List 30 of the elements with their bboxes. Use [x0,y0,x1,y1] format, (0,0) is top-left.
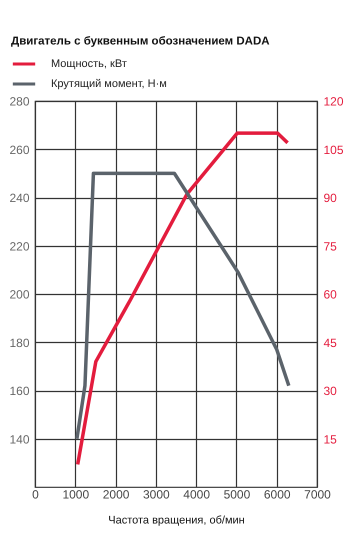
legend-label: Крутящий момент, Н·м [51,78,167,90]
line-series [76,131,290,466]
y-tick-label: 220 [9,239,30,254]
line-series [75,172,291,440]
y2-tick-label: 60 [324,288,338,302]
legend-label: Мощность, кВт [51,58,127,70]
x-axis-title: Частота вращения, об/мин [108,514,245,526]
y2-tick-label: 30 [324,384,338,398]
x-tick-label: 4000 [183,488,210,502]
y2-tick-label: 45 [324,336,338,350]
y-tick-label: 260 [9,142,30,157]
y2-tick-label: 105 [324,142,344,157]
y-tick-label: 160 [9,384,30,398]
y-tick-label: 140 [9,432,30,446]
x-tick-label: 6000 [264,488,291,502]
y2-tick-label: 15 [324,432,338,446]
x-tick-label: 5000 [224,488,251,502]
y2-tick-label: 90 [324,191,338,205]
x-tick-label: 0 [32,488,40,502]
y-tick-label: 180 [9,336,30,350]
y2-tick-label: 120 [324,94,344,108]
y-tick-label: 200 [9,288,30,302]
y-tick-label: 280 [9,94,30,108]
x-tick-label: 1000 [62,488,90,502]
x-tick-label: 2000 [102,488,130,502]
y-tick-label: 240 [9,191,30,205]
y2-tick-label: 75 [324,239,338,254]
x-tick-label: 7000 [304,488,332,502]
chart-title: Двигатель с буквенным обозначением DADA [11,36,270,48]
x-tick-label: 3000 [143,488,170,502]
